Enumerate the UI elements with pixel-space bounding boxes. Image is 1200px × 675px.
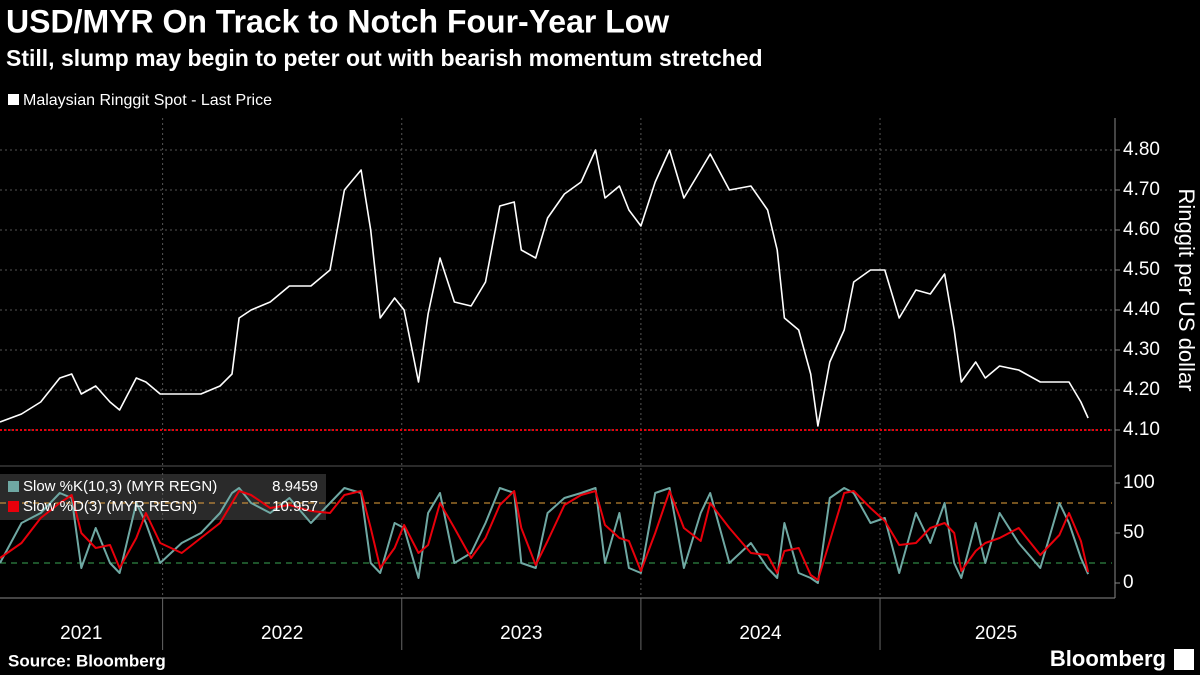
x-tick-label: 2021 <box>60 623 102 644</box>
y-tick-label: 50 <box>1123 522 1144 543</box>
legend-value: 10.957 <box>272 498 318 515</box>
brand: Bloomberg <box>1050 646 1166 671</box>
legend-label: Slow %D(3) (MYR REGN) <box>23 498 197 515</box>
chart-subtitle: Still, slump may begin to peter out with… <box>6 45 763 71</box>
data-line <box>0 149 1089 427</box>
data-line <box>0 487 1090 584</box>
x-tick-label: 2025 <box>975 623 1017 644</box>
legend-swatch <box>8 481 19 492</box>
legend-label: Malaysian Ringgit Spot - Last Price <box>23 92 272 109</box>
source: Source: Bloomberg <box>8 651 166 670</box>
y-axis-label: Ringgit per US dollar <box>1174 189 1199 392</box>
x-tick-label: 2024 <box>739 623 782 644</box>
y-tick-label: 4.20 <box>1123 379 1160 400</box>
y-tick-label: 4.40 <box>1123 299 1160 320</box>
legend-swatch <box>8 501 19 512</box>
y-tick-label: 4.70 <box>1123 179 1160 200</box>
y-tick-label: 4.50 <box>1123 259 1160 280</box>
x-tick-label: 2022 <box>261 623 303 644</box>
y-tick-label: 4.80 <box>1123 139 1160 160</box>
brand-icon <box>1174 649 1194 670</box>
y-tick-label: 4.10 <box>1123 419 1160 440</box>
y-tick-label: 4.30 <box>1123 339 1160 360</box>
data-line <box>0 490 1090 581</box>
legend-swatch <box>8 94 19 105</box>
y-tick-label: 100 <box>1123 472 1155 493</box>
legend-value: 8.9459 <box>272 478 318 495</box>
chart-title: USD/MYR On Track to Notch Four-Year Low <box>6 3 669 39</box>
y-tick-label: 4.60 <box>1123 219 1160 240</box>
x-tick-label: 2023 <box>500 623 542 644</box>
legend-label: Slow %K(10,3) (MYR REGN) <box>23 478 217 495</box>
y-tick-label: 0 <box>1123 572 1134 593</box>
